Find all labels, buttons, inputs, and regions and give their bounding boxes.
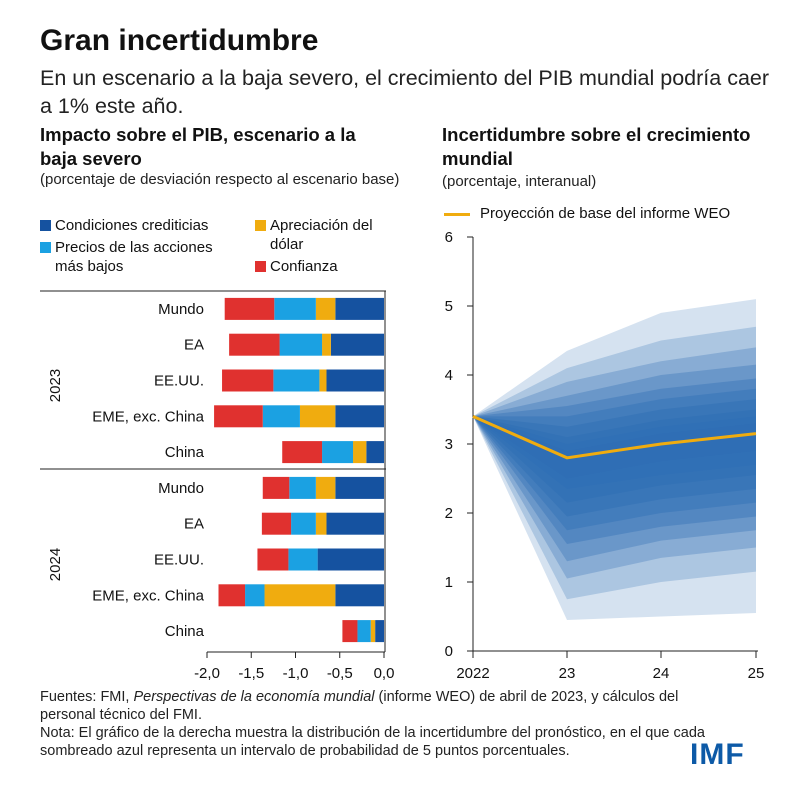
sources-text: Fuentes: FMI, Perspectivas de la economí… — [40, 688, 720, 724]
bar-segment-equity — [279, 333, 323, 356]
bar-segment-confidence — [262, 476, 290, 499]
group-label-2024: 2024 — [47, 548, 64, 581]
left-panel-subtitle: (porcentaje de desviación respecto al es… — [40, 171, 400, 188]
bar-segment-credit — [330, 333, 384, 356]
bar-segment-dollar — [322, 333, 331, 356]
bar-x-tick-label: -1,5 — [238, 665, 264, 682]
bar-segment-dollar — [299, 405, 336, 428]
bar-segment-equity — [357, 620, 371, 643]
bar-segment-equity — [291, 512, 316, 535]
legend-line-baseline — [444, 213, 470, 216]
source-note: Fuentes: FMI, Perspectivas de la economí… — [40, 688, 720, 760]
bar-segment-equity — [288, 548, 318, 571]
baseline-line — [472, 415, 757, 460]
bar-segment-equity — [273, 369, 320, 392]
bar-x-tick-label: -0,5 — [327, 665, 353, 682]
category-label: EME, exc. China — [92, 408, 204, 425]
category-label: EE.UU. — [154, 552, 204, 569]
bar-segment-dollar — [319, 369, 327, 392]
group-label-2023: 2023 — [47, 369, 64, 402]
bar-segment-equity — [274, 297, 316, 320]
category-label: China — [165, 444, 205, 461]
bar-segment-confidence — [222, 369, 274, 392]
bar-x-tick-label: -1,0 — [283, 665, 309, 682]
right-panel-title: Incertidumbre sobre el crecimiento mundi… — [442, 124, 751, 169]
category-label: EE.UU. — [154, 373, 204, 390]
bar-segment-dollar — [370, 620, 376, 643]
bar-segment-credit — [335, 405, 384, 428]
bar-x-tick-label: -2,0 — [194, 665, 220, 682]
bar-segment-credit — [335, 297, 384, 320]
bar-segment-confidence — [229, 333, 280, 356]
legend-label-baseline: Proyección de base del informe WEO — [480, 205, 731, 222]
bar-segment-dollar — [315, 476, 336, 499]
note-text: Nota: El gráfico de la derecha muestra l… — [40, 725, 705, 759]
legend-swatch-dollar — [255, 220, 266, 231]
bar-segment-credit — [375, 620, 384, 643]
bar-x-tick-label: 0,0 — [374, 665, 395, 682]
legend-label-credit: Condiciones crediticias — [55, 217, 209, 234]
bar-segment-credit — [326, 369, 384, 392]
bar-segment-confidence — [214, 405, 263, 428]
category-label: Mundo — [158, 480, 204, 497]
fan-x-tick-label: 2022 — [456, 665, 489, 682]
left-panel-title: Impacto sobre el PIB, escenario a la baj… — [40, 124, 356, 169]
sources-publication: Perspectivas de la economía mundial — [133, 689, 375, 705]
fan-y-tick-label: 4 — [445, 367, 453, 384]
bar-segment-dollar — [353, 441, 367, 464]
legend-label-dollar: Apreciación del dólar — [270, 217, 373, 253]
category-label: EA — [184, 337, 204, 354]
category-label: EME, exc. China — [92, 587, 204, 604]
legend-swatch-confidence — [255, 261, 266, 272]
bar-segment-dollar — [264, 584, 336, 607]
bar-segment-dollar — [315, 512, 327, 535]
category-label: China — [165, 623, 205, 640]
legend-swatch-credit — [40, 220, 51, 231]
bar-segment-confidence — [342, 620, 358, 643]
fan-y-tick-label: 6 — [445, 229, 453, 246]
bar-segment-confidence — [218, 584, 246, 607]
bar-segment-credit — [317, 548, 384, 571]
fan-x-tick-label: 24 — [653, 665, 670, 682]
bar-segment-equity — [322, 441, 354, 464]
bar-segment-confidence — [224, 297, 275, 320]
legend-label-confidence: Confianza — [270, 258, 338, 275]
category-label: Mundo — [158, 301, 204, 318]
right-panel-subtitle: (porcentaje, interanual) — [442, 173, 597, 190]
category-label: EA — [184, 516, 204, 533]
chart-title: Gran incertidumbre — [40, 24, 319, 57]
bar-segment-credit — [335, 584, 384, 607]
fan-y-tick-label: 3 — [445, 436, 453, 453]
bar-segment-credit — [335, 476, 384, 499]
bar-segment-credit — [326, 512, 384, 535]
bar-segment-equity — [262, 405, 300, 428]
fan-y-tick-label: 1 — [445, 574, 453, 591]
bar-segment-credit — [366, 441, 384, 464]
fan-y-tick-label: 2 — [445, 505, 453, 522]
sources-suffix: (informe WEO) de abril de 2023, y cálcul… — [40, 689, 679, 723]
left-legend: Condiciones crediticias Precios de las a… — [40, 216, 420, 280]
legend-label-equity: Precios de las acciones más bajos — [55, 239, 213, 275]
bar-segment-equity — [289, 476, 316, 499]
imf-logo: IMF — [690, 738, 745, 771]
fan-band — [473, 416, 756, 479]
bar-segment-confidence — [282, 441, 323, 464]
fan-x-tick-label: 25 — [748, 665, 765, 682]
sources-prefix: Fuentes: FMI, — [40, 689, 134, 705]
fan-y-tick-label: 5 — [445, 298, 453, 315]
bar-segment-confidence — [257, 548, 289, 571]
fan-x-tick-label: 23 — [559, 665, 576, 682]
legend-swatch-equity — [40, 242, 51, 253]
chart-subtitle: En un escenario a la baja severo, el cre… — [40, 66, 770, 118]
fan-y-tick-label: 0 — [445, 643, 453, 660]
bar-segment-equity — [245, 584, 265, 607]
bar-segment-dollar — [315, 297, 336, 320]
bar-segment-confidence — [261, 512, 292, 535]
